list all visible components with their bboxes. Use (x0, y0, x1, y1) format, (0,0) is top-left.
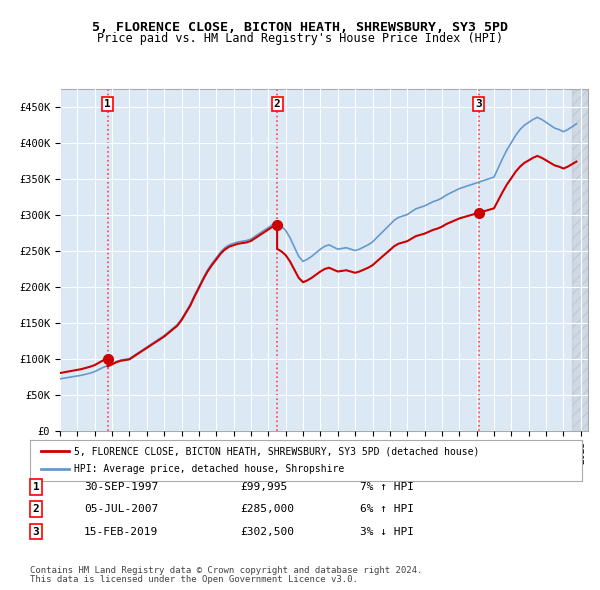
Text: 5, FLORENCE CLOSE, BICTON HEATH, SHREWSBURY, SY3 5PD (detached house): 5, FLORENCE CLOSE, BICTON HEATH, SHREWSB… (74, 446, 479, 456)
Text: 1: 1 (32, 482, 40, 491)
Text: 3% ↓ HPI: 3% ↓ HPI (360, 527, 414, 536)
Text: 7% ↑ HPI: 7% ↑ HPI (360, 482, 414, 491)
Text: 05-JUL-2007: 05-JUL-2007 (84, 504, 158, 514)
Text: 5, FLORENCE CLOSE, BICTON HEATH, SHREWSBURY, SY3 5PD: 5, FLORENCE CLOSE, BICTON HEATH, SHREWSB… (92, 21, 508, 34)
Text: £302,500: £302,500 (240, 527, 294, 536)
Text: 2: 2 (274, 99, 280, 109)
Text: 1: 1 (104, 99, 111, 109)
Text: This data is licensed under the Open Government Licence v3.0.: This data is licensed under the Open Gov… (30, 575, 358, 584)
Text: 3: 3 (32, 527, 40, 536)
Bar (572, 88, 588, 431)
Text: Price paid vs. HM Land Registry's House Price Index (HPI): Price paid vs. HM Land Registry's House … (97, 32, 503, 45)
Text: 6% ↑ HPI: 6% ↑ HPI (360, 504, 414, 514)
Text: HPI: Average price, detached house, Shropshire: HPI: Average price, detached house, Shro… (74, 464, 344, 474)
Text: Contains HM Land Registry data © Crown copyright and database right 2024.: Contains HM Land Registry data © Crown c… (30, 566, 422, 575)
Text: 30-SEP-1997: 30-SEP-1997 (84, 482, 158, 491)
Text: £99,995: £99,995 (240, 482, 287, 491)
Text: 2: 2 (32, 504, 40, 514)
Text: 3: 3 (475, 99, 482, 109)
Text: 15-FEB-2019: 15-FEB-2019 (84, 527, 158, 536)
Text: £285,000: £285,000 (240, 504, 294, 514)
